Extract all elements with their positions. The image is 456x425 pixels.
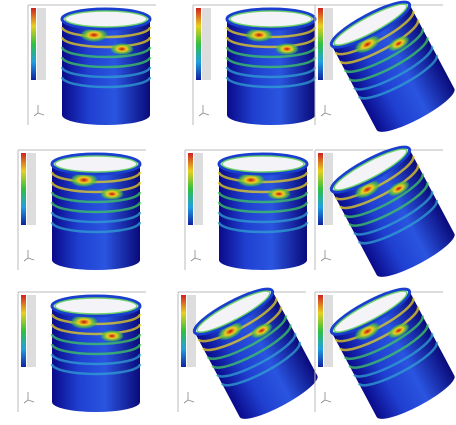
cylinder-top <box>52 296 140 316</box>
cylinder <box>327 0 456 139</box>
cylinder-top <box>227 9 315 29</box>
colorbar <box>181 295 186 367</box>
hot-spot <box>110 43 134 55</box>
hot-spot <box>267 188 291 200</box>
cylinder <box>219 154 307 270</box>
colorbar-labels <box>27 153 36 225</box>
colorbar <box>31 8 36 80</box>
axis-triad <box>34 105 44 116</box>
cylinder <box>327 282 456 425</box>
cylinder <box>52 296 140 412</box>
colorbar <box>318 295 323 367</box>
axis-triad <box>321 392 331 403</box>
colorbar-labels <box>37 8 46 80</box>
axis-triad <box>191 250 201 261</box>
hot-spot <box>100 188 124 200</box>
panel <box>193 5 321 125</box>
panel <box>315 0 456 139</box>
colorbar <box>21 153 26 225</box>
cylinder <box>227 9 315 125</box>
cylinder <box>190 282 322 425</box>
cylinder-top <box>62 9 150 29</box>
cylinder-top <box>52 154 140 174</box>
panel <box>185 150 313 270</box>
colorbar <box>196 8 201 80</box>
hot-spot <box>275 43 299 55</box>
panel <box>315 282 456 425</box>
cylinder <box>327 140 456 284</box>
figure <box>0 0 456 425</box>
panel <box>28 5 156 125</box>
panel <box>315 140 456 284</box>
cylinder <box>62 9 150 125</box>
colorbar <box>188 153 193 225</box>
hot-spot <box>100 330 124 342</box>
axis-triad <box>24 392 34 403</box>
axis-triad <box>321 105 331 116</box>
panel <box>18 150 146 270</box>
colorbar <box>318 153 323 225</box>
axis-triad <box>199 105 209 116</box>
cylinder-top <box>219 154 307 174</box>
colorbar-labels <box>202 8 211 80</box>
panel <box>178 282 322 425</box>
colorbar <box>21 295 26 367</box>
cylinder <box>52 154 140 270</box>
colorbar-labels <box>27 295 36 367</box>
axis-triad <box>184 392 194 403</box>
axis-triad <box>321 250 331 261</box>
axis-triad <box>24 250 34 261</box>
colorbar <box>318 8 323 80</box>
colorbar-labels <box>194 153 203 225</box>
panel <box>18 292 146 412</box>
